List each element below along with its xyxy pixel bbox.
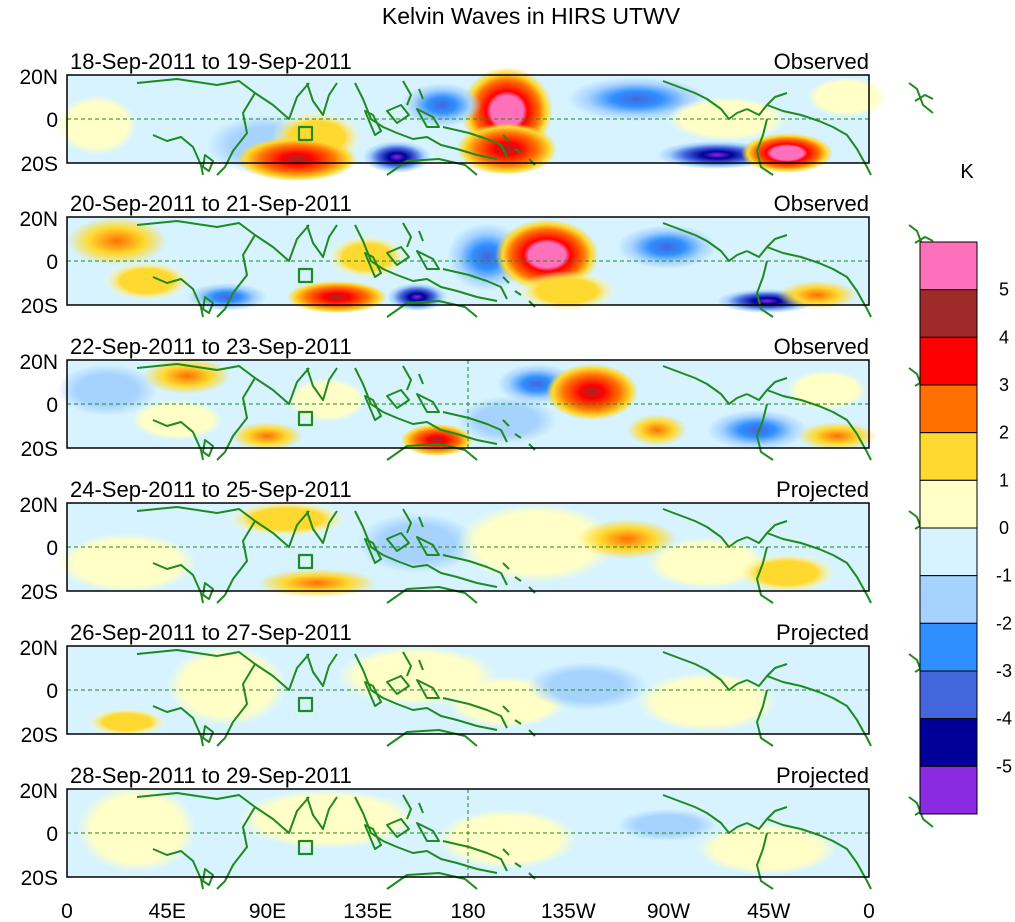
latitude-tick-label: 20N [19, 208, 58, 231]
panel-type-label: Projected [776, 477, 869, 502]
map-panel [57, 67, 935, 181]
map-panel [57, 358, 935, 462]
colorbar-swatch [919, 384, 978, 434]
colorbar-tick-label: -2 [996, 613, 1012, 633]
figure-title: Kelvin Waves in HIRS UTWV [382, 3, 681, 29]
colorbar-tick-label: 1 [999, 470, 1009, 490]
colorbar-labels: 5 4 3 2 1 0 -1 -2 -3 -4 -5 [996, 280, 1012, 777]
latitude-tick-label: 0 [46, 823, 58, 846]
latitude-tick-label: 20N [19, 780, 58, 803]
panel-date-range: 22-Sep-2011 to 23-Sep-2011 [70, 334, 352, 359]
colorbar-swatches [919, 241, 978, 815]
colorbar-swatch [919, 670, 978, 720]
colorbar-swatch [919, 336, 978, 386]
colorbar-swatch [919, 527, 978, 577]
panel-type-label: Observed [774, 49, 869, 74]
colorbar-tick-label: 2 [999, 423, 1009, 443]
panel-date-range: 28-Sep-2011 to 29-Sep-2011 [70, 763, 352, 788]
colorbar-tick-label: 5 [999, 280, 1009, 300]
latitude-tick-label: 0 [46, 109, 58, 132]
colorbar-swatch [919, 241, 978, 291]
latitude-tick-label: 20N [19, 637, 58, 660]
latitude-tick-label: 0 [46, 680, 58, 703]
longitude-tick-label: 45W [747, 900, 790, 922]
latitude-tick-label: 20S [21, 438, 58, 461]
panel-type-label: Observed [774, 191, 869, 216]
longitude-tick-label: 0 [863, 900, 875, 922]
colorbar-swatch [919, 289, 978, 338]
colorbar-swatch [919, 432, 978, 481]
colorbar-swatch [919, 479, 978, 529]
latitude-tick-label: 20N [19, 66, 58, 89]
longitude-tick-label: 0 [61, 900, 73, 922]
longitude-tick-label: 135E [343, 900, 392, 922]
panel-date-range: 20-Sep-2011 to 21-Sep-2011 [70, 191, 352, 216]
longitude-tick-label: 180 [450, 900, 485, 922]
map-panel [57, 501, 935, 605]
panel-date-range: 26-Sep-2011 to 27-Sep-2011 [70, 620, 352, 645]
latitude-labels: 20N 0 20S 20N 0 20S 20N 0 20S 20N 0 20S 20N 0 20S 20N 0 2… [19, 66, 58, 890]
colorbar-swatch [919, 718, 978, 767]
longitude-tick-label: 90W [647, 900, 690, 922]
colorbar: K 5 4 3 2 1 0 -1 -2 -3 -4 -5 [919, 161, 1012, 815]
colorbar-tick-label: 0 [999, 518, 1009, 538]
latitude-tick-label: 0 [46, 251, 58, 274]
latitude-tick-label: 20S [21, 295, 58, 318]
latitude-tick-label: 20S [21, 581, 58, 604]
longitude-tick-label: 90E [249, 900, 286, 922]
latitude-tick-label: 20S [21, 724, 58, 747]
longitude-labels: 0 45E 90E 135E 180 135W 90W 45W 0 [61, 900, 875, 922]
latitude-tick-label: 20S [21, 867, 58, 890]
map-panel [66, 785, 935, 891]
latitude-tick-label: 20N [19, 351, 58, 374]
colorbar-tick-label: -3 [996, 661, 1012, 681]
latitude-tick-label: 0 [46, 394, 58, 417]
colorbar-tick-label: -1 [996, 566, 1012, 586]
colorbar-unit-label: K [960, 161, 974, 183]
panel-headers: 18-Sep-2011 to 19-Sep-2011 Observed 20-Sep… [70, 49, 869, 788]
panel-date-range: 18-Sep-2011 to 19-Sep-2011 [70, 49, 352, 74]
colorbar-tick-label: 3 [999, 375, 1009, 395]
map-panel [66, 216, 935, 319]
panel-date-range: 24-Sep-2011 to 25-Sep-2011 [70, 477, 352, 502]
longitude-tick-label: 135W [541, 900, 596, 922]
colorbar-swatch [919, 575, 978, 624]
latitude-tick-label: 20N [19, 494, 58, 517]
panel-type-label: Projected [776, 763, 869, 788]
colorbar-tick-label: -5 [996, 756, 1012, 776]
latitude-tick-label: 0 [46, 537, 58, 560]
colorbar-swatch [919, 622, 978, 672]
panel-type-label: Observed [774, 334, 869, 359]
colorbar-tick-label: -4 [996, 709, 1012, 729]
panel-type-label: Projected [776, 620, 869, 645]
colorbar-tick-label: 4 [999, 327, 1009, 347]
map-panel [66, 645, 935, 748]
latitude-tick-label: 20S [21, 153, 58, 176]
longitude-tick-label: 45E [149, 900, 186, 922]
colorbar-swatch [919, 765, 978, 815]
